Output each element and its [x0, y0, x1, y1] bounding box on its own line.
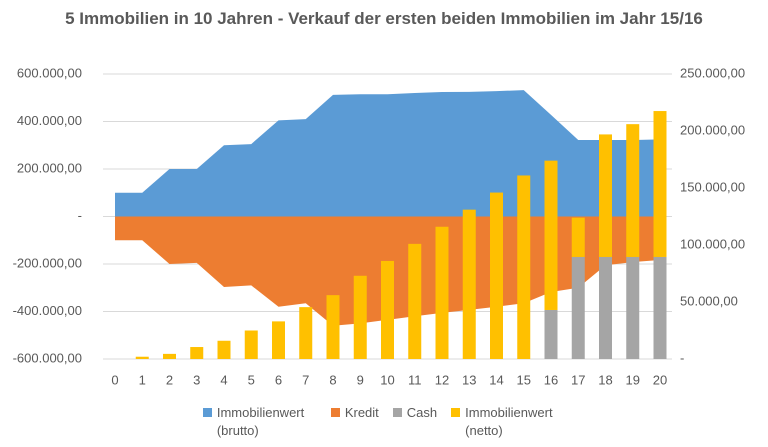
bar	[163, 353, 176, 359]
y2-tick-label: 100.000,00	[680, 236, 745, 251]
x-tick-label: 16	[544, 372, 558, 387]
area	[115, 90, 660, 217]
bar	[653, 111, 667, 257]
bar	[571, 256, 585, 359]
bar	[353, 275, 367, 359]
x-tick-label: 8	[329, 372, 336, 387]
legend: Immobilienwert (brutto) Kredit Cash Immobil…	[0, 404, 768, 440]
x-tick-label: 18	[598, 372, 612, 387]
bar	[653, 256, 667, 359]
bar	[490, 192, 503, 359]
x-tick-label: 20	[653, 372, 667, 387]
bar	[517, 175, 531, 359]
x-tick-label: 4	[220, 372, 227, 387]
legend-swatch	[451, 408, 461, 417]
legend-swatch	[202, 408, 212, 417]
y-tick-label: -600.000,00	[13, 350, 82, 365]
x-tick-label: 13	[462, 372, 476, 387]
bar	[135, 356, 149, 359]
y2-tick-label: 150.000,00	[680, 179, 745, 194]
y-tick-label: -	[78, 208, 82, 223]
bar	[435, 226, 449, 359]
x-tick-label: 1	[139, 372, 146, 387]
bar	[462, 209, 476, 359]
bar	[599, 256, 612, 359]
y-tick-label: 400.000,00	[17, 113, 82, 128]
bar	[626, 124, 640, 257]
x-tick-label: 10	[380, 372, 394, 387]
bar	[326, 295, 340, 359]
bar	[244, 330, 258, 359]
legend-swatch	[330, 408, 340, 417]
bar	[408, 243, 422, 359]
x-tick-label: 5	[248, 372, 255, 387]
legend-item: Immobilienwert (brutto)	[202, 404, 317, 440]
y-tick-label: -400.000,00	[13, 303, 82, 318]
x-tick-label: 0	[111, 372, 118, 387]
bar	[217, 340, 231, 359]
x-tick-label: 12	[435, 372, 449, 387]
legend-label: Immobilienwert (netto)	[465, 405, 553, 438]
x-tick-label: 6	[275, 372, 282, 387]
x-tick-label: 14	[489, 372, 503, 387]
bar	[381, 260, 394, 359]
bar	[599, 134, 612, 257]
x-tick-label: 9	[357, 372, 364, 387]
y2-tick-label: 250.000,00	[680, 65, 745, 80]
x-tick-label: 19	[626, 372, 640, 387]
y2-tick-label: 200.000,00	[680, 122, 745, 137]
bar	[544, 160, 558, 310]
x-tick-label: 17	[571, 372, 585, 387]
legend-item: Immobilienwert (netto)	[451, 404, 565, 440]
legend-item: Cash	[392, 404, 438, 440]
bar	[571, 217, 585, 257]
bar	[190, 347, 204, 359]
x-tick-label: 3	[193, 372, 200, 387]
legend-swatch	[392, 408, 402, 417]
bar	[299, 307, 313, 359]
chart-title: 5 Immobilien in 10 Jahren - Verkauf der …	[65, 9, 703, 28]
y-tick-label: 200.000,00	[17, 160, 82, 175]
legend-label: Kredit	[344, 405, 379, 420]
y2-tick-label: 50.000,00	[680, 293, 738, 308]
bar	[544, 309, 558, 359]
x-tick-label: 7	[302, 372, 309, 387]
x-tick-label: 11	[408, 372, 422, 387]
x-tick-label: 15	[517, 372, 531, 387]
y-tick-label: -200.000,00	[13, 255, 82, 270]
y-tick-label: 600.000,00	[17, 65, 82, 80]
y2-tick-label: -	[680, 350, 684, 365]
x-tick-label: 2	[166, 372, 173, 387]
legend-item: Kredit	[330, 404, 379, 440]
bar	[272, 321, 285, 359]
legend-label: Cash	[406, 405, 438, 420]
bar	[626, 256, 640, 359]
legend-label: Immobilienwert (brutto)	[216, 405, 305, 438]
